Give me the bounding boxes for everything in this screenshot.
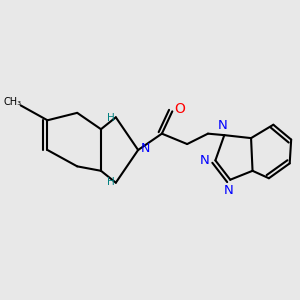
Text: H: H [107,177,115,187]
Text: N: N [141,142,151,155]
Text: N: N [200,154,209,167]
Text: N: N [224,184,234,197]
Text: CH₃: CH₃ [4,97,22,107]
Text: H: H [107,113,115,123]
Text: O: O [174,102,185,116]
Text: N: N [218,118,228,132]
